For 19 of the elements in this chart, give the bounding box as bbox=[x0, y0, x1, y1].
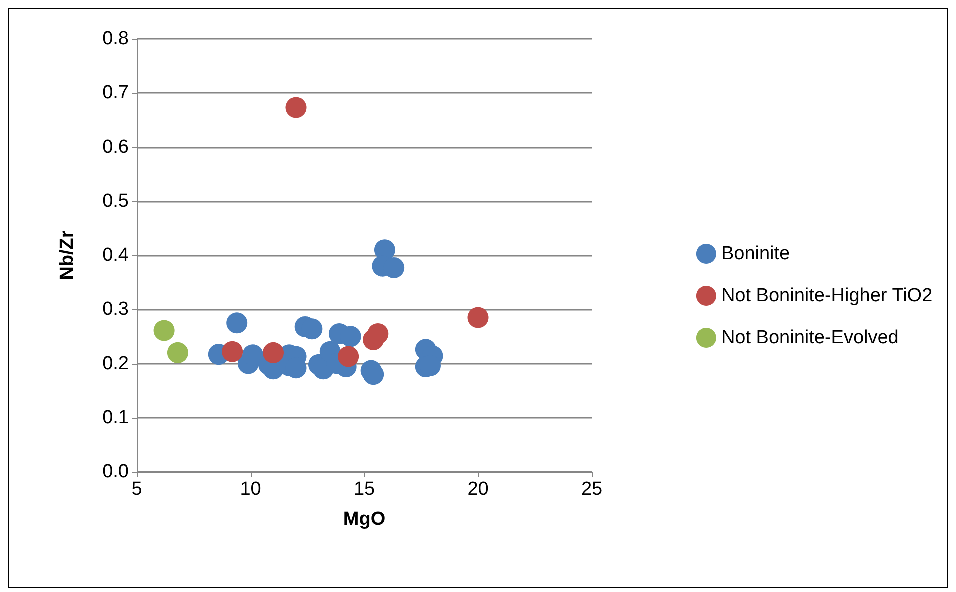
x-tick-label: 25 bbox=[581, 479, 603, 500]
y-tick-label: 0.0 bbox=[102, 462, 129, 482]
y-axis-title: Nb/Zr bbox=[57, 230, 78, 280]
legend-label: Boninite bbox=[721, 244, 790, 264]
y-tick-label: 0.1 bbox=[102, 407, 129, 428]
y-tick-label: 0.5 bbox=[102, 190, 129, 212]
x-tick-label: 10 bbox=[240, 479, 262, 500]
x-tick-label: 5 bbox=[132, 479, 142, 500]
x-tick-label: 15 bbox=[354, 479, 376, 500]
y-tick-label: 0.4 bbox=[102, 245, 130, 266]
y-tick-label: 0.8 bbox=[102, 28, 129, 50]
x-axis-title: MgO bbox=[343, 509, 386, 530]
y-tick-label: 0.3 bbox=[102, 299, 129, 320]
legend-label: Not Boninite-Evolved bbox=[721, 328, 899, 348]
x-tick-label: 20 bbox=[468, 479, 489, 500]
y-tick-label: 0.2 bbox=[102, 353, 129, 374]
legend-label: Not Boninite-Higher TiO2 bbox=[721, 286, 933, 306]
y-tick-label: 0.7 bbox=[102, 82, 129, 104]
y-tick-label: 0.6 bbox=[102, 136, 129, 158]
